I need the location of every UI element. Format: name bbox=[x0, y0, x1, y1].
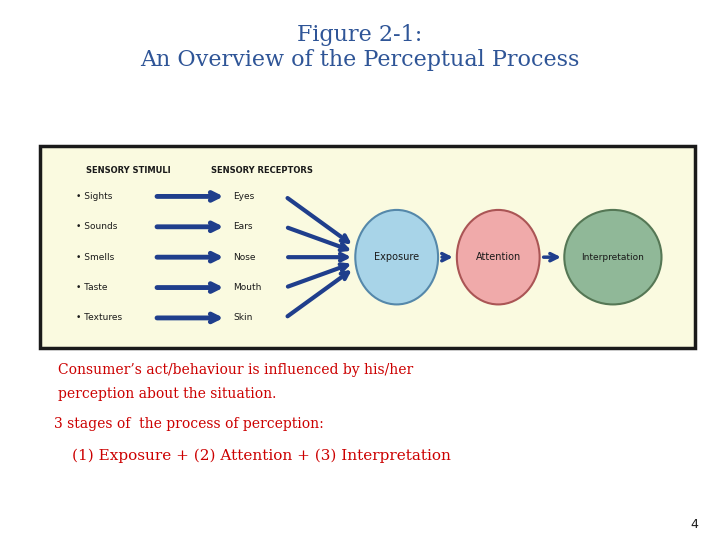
Text: Mouth: Mouth bbox=[233, 283, 261, 292]
Ellipse shape bbox=[564, 210, 662, 305]
Text: 4: 4 bbox=[690, 518, 698, 531]
Text: • Sounds: • Sounds bbox=[76, 222, 117, 231]
Text: (1) Exposure + (2) Attention + (3) Interpretation: (1) Exposure + (2) Attention + (3) Inter… bbox=[72, 449, 451, 463]
Text: Eyes: Eyes bbox=[233, 192, 254, 201]
Bar bbox=[40, 146, 695, 348]
Text: Ears: Ears bbox=[233, 222, 253, 231]
Text: • Sights: • Sights bbox=[76, 192, 112, 201]
Text: Interpretation: Interpretation bbox=[582, 253, 644, 262]
Text: perception about the situation.: perception about the situation. bbox=[58, 387, 276, 401]
Text: • Textures: • Textures bbox=[76, 313, 122, 322]
Text: Figure 2-1:: Figure 2-1: bbox=[297, 24, 423, 46]
Ellipse shape bbox=[456, 210, 540, 305]
Text: Consumer’s act/behaviour is influenced by his/her: Consumer’s act/behaviour is influenced b… bbox=[58, 363, 413, 377]
Text: • Taste: • Taste bbox=[76, 283, 107, 292]
Text: An Overview of the Perceptual Process: An Overview of the Perceptual Process bbox=[140, 50, 580, 71]
Text: Exposure: Exposure bbox=[374, 252, 419, 262]
Text: SENSORY STIMULI: SENSORY STIMULI bbox=[86, 166, 171, 174]
Text: SENSORY RECEPTORS: SENSORY RECEPTORS bbox=[212, 166, 313, 174]
Text: • Smells: • Smells bbox=[76, 253, 114, 262]
Text: 3 stages of  the process of perception:: 3 stages of the process of perception: bbox=[54, 417, 324, 431]
Text: Skin: Skin bbox=[233, 313, 252, 322]
Text: Attention: Attention bbox=[476, 252, 521, 262]
Text: Nose: Nose bbox=[233, 253, 256, 262]
Ellipse shape bbox=[355, 210, 438, 305]
